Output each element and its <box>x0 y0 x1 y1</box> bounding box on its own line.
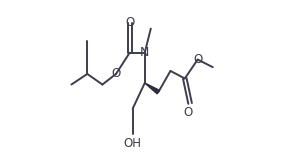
Text: OH: OH <box>124 137 142 151</box>
Text: O: O <box>183 106 192 120</box>
Text: O: O <box>125 16 134 29</box>
Text: O: O <box>111 67 121 80</box>
Polygon shape <box>145 83 159 94</box>
Text: N: N <box>140 46 150 59</box>
Text: O: O <box>193 53 202 66</box>
